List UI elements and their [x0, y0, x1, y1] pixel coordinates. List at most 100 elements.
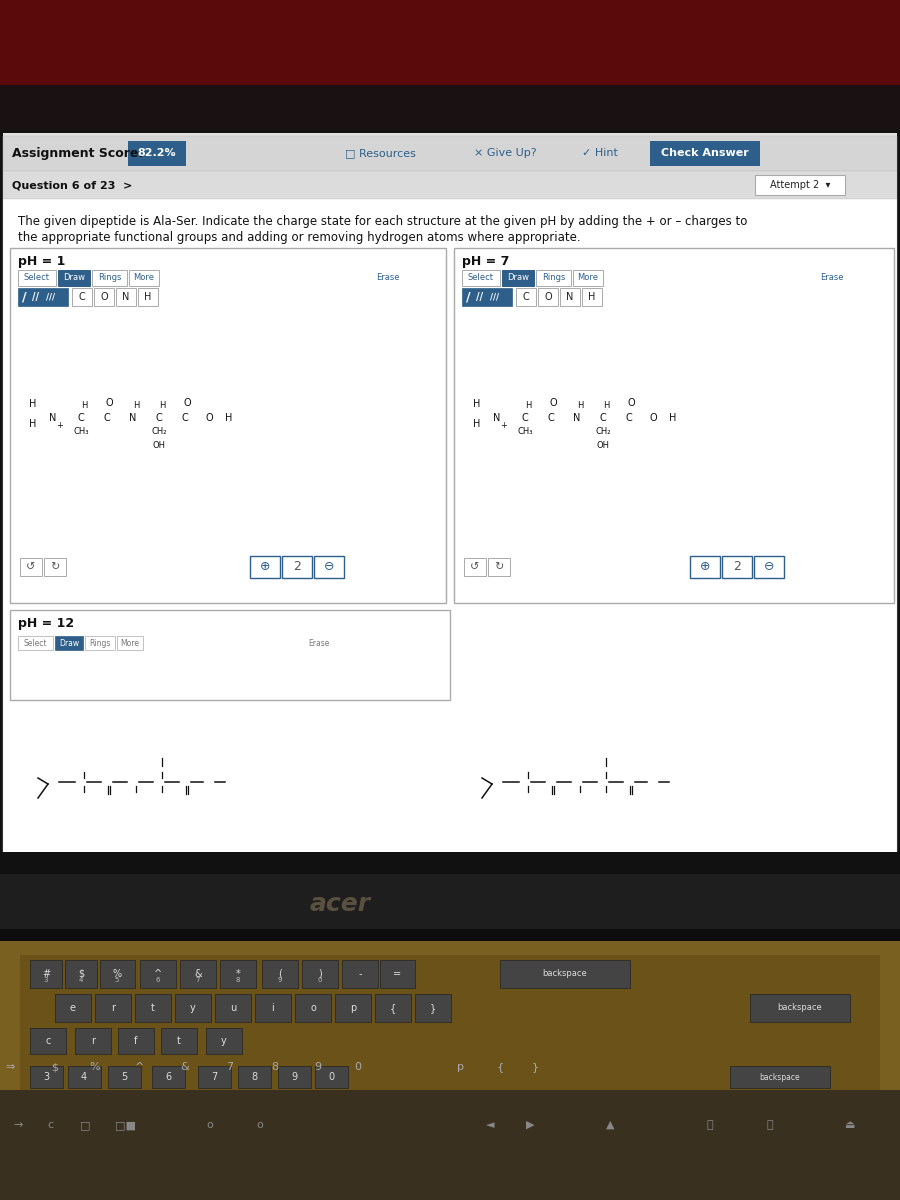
Text: ▲: ▲	[606, 1120, 614, 1130]
FancyBboxPatch shape	[375, 994, 411, 1022]
Text: %: %	[90, 1062, 100, 1072]
Text: Erase: Erase	[821, 274, 844, 282]
FancyBboxPatch shape	[502, 270, 534, 286]
Text: ↻: ↻	[50, 562, 59, 572]
Text: 5: 5	[115, 977, 119, 983]
Text: $: $	[78, 970, 84, 979]
Text: t: t	[177, 1036, 181, 1046]
FancyBboxPatch shape	[722, 556, 752, 578]
FancyBboxPatch shape	[0, 85, 900, 130]
Text: o: o	[310, 1003, 316, 1013]
FancyBboxPatch shape	[44, 558, 66, 576]
Text: /: /	[465, 290, 471, 304]
FancyBboxPatch shape	[650, 140, 760, 166]
Text: O: O	[544, 292, 552, 302]
Text: acer: acer	[310, 892, 371, 916]
Text: Rings: Rings	[543, 274, 566, 282]
Text: y: y	[221, 1036, 227, 1046]
Text: C: C	[522, 413, 528, 422]
Text: H: H	[670, 413, 677, 422]
FancyBboxPatch shape	[0, 130, 900, 860]
Text: O: O	[100, 292, 108, 302]
Text: The given dipeptide is Ala-Ser. Indicate the charge state for each structure at : The given dipeptide is Ala-Ser. Indicate…	[18, 216, 747, 228]
Text: C: C	[156, 413, 162, 422]
Text: }: }	[531, 1062, 538, 1072]
Text: C: C	[626, 413, 633, 422]
Text: }: }	[430, 1003, 436, 1013]
FancyBboxPatch shape	[342, 960, 378, 988]
Text: c: c	[45, 1036, 50, 1046]
FancyBboxPatch shape	[0, 941, 900, 1200]
Text: ): )	[318, 970, 322, 979]
FancyBboxPatch shape	[3, 199, 897, 854]
FancyBboxPatch shape	[536, 270, 571, 286]
FancyBboxPatch shape	[3, 133, 897, 854]
Text: O: O	[184, 398, 191, 408]
Text: O: O	[549, 398, 557, 408]
FancyBboxPatch shape	[0, 1090, 900, 1200]
Text: N: N	[122, 292, 130, 302]
Text: o: o	[256, 1120, 264, 1130]
Text: ⊖: ⊖	[324, 560, 334, 574]
Text: C: C	[599, 413, 607, 422]
Text: 5: 5	[121, 1072, 127, 1082]
Text: ⊕: ⊕	[260, 560, 270, 574]
FancyBboxPatch shape	[0, 0, 900, 85]
FancyBboxPatch shape	[92, 270, 127, 286]
Text: e: e	[70, 1003, 76, 1013]
Text: H: H	[81, 401, 87, 409]
FancyBboxPatch shape	[0, 929, 900, 941]
Text: CH₂: CH₂	[595, 427, 611, 437]
FancyBboxPatch shape	[30, 1028, 66, 1054]
Text: ⇒: ⇒	[5, 1062, 14, 1072]
FancyBboxPatch shape	[108, 1066, 141, 1088]
FancyBboxPatch shape	[85, 636, 115, 650]
Text: H: H	[144, 292, 152, 302]
Text: *: *	[236, 970, 240, 979]
Text: {: {	[497, 1062, 504, 1072]
Text: 7: 7	[227, 1062, 234, 1072]
FancyBboxPatch shape	[250, 556, 280, 578]
Text: ▶: ▶	[526, 1120, 535, 1130]
Text: //: //	[476, 292, 483, 302]
Text: i: i	[272, 1003, 274, 1013]
Text: ^: ^	[135, 1062, 145, 1072]
Text: H: H	[589, 292, 596, 302]
Text: ///: ///	[46, 293, 55, 301]
FancyBboxPatch shape	[180, 960, 216, 988]
Text: #: #	[42, 970, 50, 979]
Text: 8: 8	[272, 1062, 279, 1072]
Text: ⊕: ⊕	[700, 560, 710, 574]
FancyBboxPatch shape	[730, 1066, 830, 1088]
Text: OH: OH	[152, 442, 166, 450]
Text: More: More	[133, 274, 155, 282]
Text: ⏸: ⏸	[706, 1120, 714, 1130]
Text: 7: 7	[211, 1072, 217, 1082]
FancyBboxPatch shape	[135, 994, 171, 1022]
Text: //: //	[32, 292, 40, 302]
Text: N: N	[130, 413, 137, 422]
FancyBboxPatch shape	[380, 960, 415, 988]
FancyBboxPatch shape	[20, 955, 880, 1175]
FancyBboxPatch shape	[75, 1028, 111, 1054]
Text: More: More	[578, 274, 599, 282]
Text: N: N	[573, 413, 580, 422]
FancyBboxPatch shape	[462, 270, 500, 286]
Text: ⨯ Give Up?: ⨯ Give Up?	[473, 148, 536, 158]
FancyBboxPatch shape	[500, 960, 630, 988]
FancyBboxPatch shape	[454, 248, 894, 602]
Text: 3: 3	[43, 1072, 50, 1082]
FancyBboxPatch shape	[206, 1028, 242, 1054]
Text: %: %	[112, 970, 122, 979]
FancyBboxPatch shape	[116, 288, 136, 306]
FancyBboxPatch shape	[754, 556, 784, 578]
Text: C: C	[182, 413, 188, 422]
FancyBboxPatch shape	[255, 994, 291, 1022]
Text: CH₂: CH₂	[151, 427, 166, 437]
Text: 0: 0	[328, 1072, 334, 1082]
Text: c: c	[47, 1120, 53, 1130]
Text: N: N	[566, 292, 573, 302]
FancyBboxPatch shape	[55, 994, 91, 1022]
FancyBboxPatch shape	[152, 1066, 185, 1088]
Text: Check Answer: Check Answer	[662, 148, 749, 158]
